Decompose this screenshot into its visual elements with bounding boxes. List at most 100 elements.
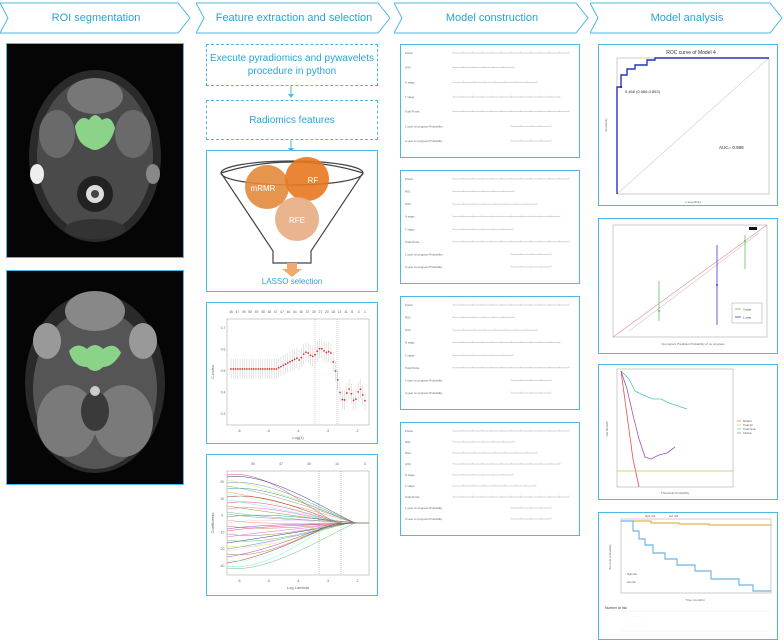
arrow-down-icon [288, 85, 294, 98]
dca-legend-item: Clinical [743, 431, 752, 435]
roc-title: ROC curve of Model 4 [666, 50, 716, 56]
cv-point [325, 351, 328, 354]
nomogram-row-label: T stage [405, 484, 415, 488]
x-tick-label: -2 [355, 429, 358, 433]
cv-point [320, 347, 323, 350]
cv-point [318, 347, 321, 350]
top-tick-label: 1 [364, 310, 366, 314]
top-tick-label: 13 [338, 310, 342, 314]
x-tick-label: -6 [267, 429, 270, 433]
coefficient-path [226, 485, 369, 524]
top-tick-label: 35 [312, 310, 316, 314]
top-tick-label: 37 [306, 310, 310, 314]
step-feature-extraction: Feature extraction and selection [196, 2, 392, 34]
roc-auc-label: AUC= 0.988 [719, 145, 744, 150]
funnel-diagram: mRMR RF RFE [220, 157, 364, 277]
y-tick-label: 0.5 [221, 369, 226, 373]
y-tick-label: 10 [220, 497, 224, 501]
cv-point [286, 362, 289, 364]
nomogram-row-label: GVA [405, 328, 411, 332]
nomogram: Points RS1 GVA N stage T stage Total Points 1-… [405, 177, 570, 269]
coefficient-path [226, 522, 369, 561]
arrow-down-icon [282, 263, 302, 277]
y-tick-label: 0.7 [221, 326, 226, 330]
dca-panel: Model4 Treat All Treat None Clinical Thr… [598, 364, 778, 500]
nomogram-row-label: 1-year no progress Probability [405, 378, 443, 382]
nomogram-row-label: N stage [405, 215, 415, 219]
dca-legend-item: Model4 [743, 419, 752, 423]
svg-text:· · · · · · · · · ·: · · · · · · · · · · [629, 624, 643, 627]
nomogram-row-label: N stage [405, 80, 415, 84]
nomogram-row-label: RS2 [405, 451, 411, 455]
cv-point [343, 399, 346, 401]
cv-point [311, 355, 314, 358]
cv-point [234, 368, 237, 370]
nomogram-row-label: RS2 [405, 316, 411, 320]
x-tick-label: -3 [326, 579, 329, 583]
dca-clinical-line [620, 370, 676, 460]
cv-point [348, 388, 351, 390]
mri-panel-bottom [6, 270, 184, 485]
mri-image-top [7, 44, 183, 257]
top-tick-label: 48 [261, 310, 265, 314]
nomogram: Points GVA N stage T stage Total Points 1-yea… [405, 51, 570, 143]
km-ylabel: Survival probability [608, 544, 612, 570]
coefficient-path [226, 522, 369, 567]
cv-point [241, 368, 244, 370]
coefficient-path [226, 513, 369, 524]
dca-ylabel: Net Benefit [605, 421, 609, 436]
step-label: Model analysis [650, 12, 724, 24]
cv-point [359, 388, 362, 391]
roi-tumor-mask [69, 345, 121, 371]
radiomics-features-box: Radiomics features [206, 100, 378, 140]
cv-point [323, 349, 326, 352]
venn-mrmr [245, 165, 289, 209]
x-tick-label: -8 [237, 579, 240, 583]
cv-point [280, 365, 282, 368]
nomogram-panel-2: Points RS1 GVA N stage T stage Total Points 1-… [400, 170, 580, 284]
km-risk-title: Number at risk [605, 606, 627, 610]
x-tick-label: -4 [296, 429, 299, 433]
roc-curve: ROC curve of Model 4 0.466 (0.986,0.853)… [604, 50, 770, 204]
cv-point [307, 352, 310, 354]
km-legend-item: high risk [627, 572, 637, 576]
cv-point [355, 398, 357, 401]
cv-point [357, 390, 360, 393]
lasso-cv-plot: 46 47 49 50 49 48 48 47 47 46 44 40 37 35 27 20 18 13 11 8 3… [210, 310, 370, 440]
cv-point [255, 368, 257, 370]
cv-point [330, 352, 332, 354]
dca-legend-item: Treat All [743, 423, 753, 427]
venn-rfe-label: RFE [289, 216, 305, 225]
top-tick-label: 49 [255, 310, 259, 314]
cv-point [298, 359, 301, 361]
x-tick-label: -2 [355, 579, 358, 583]
venn-mrmr-label: mRMR [251, 184, 276, 193]
cv-point [291, 359, 294, 362]
nomogram-row-label: 3-year no progress Probability [405, 391, 443, 395]
cv-point [332, 361, 335, 363]
nomogram-row-label: Total Points [405, 495, 420, 499]
feature-selection-panel: mRMR RF RFE LASSO selection [206, 150, 378, 292]
lasso-path-plot-panel: 50 47 35 14 3 -8 -6 -4 -3 -2 20 10 0 -10 -20 -40 Log Lam… [206, 454, 378, 596]
dca-legend-item: Treat None [743, 427, 756, 431]
roc-threshold-point [619, 85, 623, 89]
top-tick-label: 46 [287, 310, 291, 314]
step-label: ROI segmentation [51, 12, 141, 24]
km-xlabel: Time (months) [685, 598, 704, 602]
coefficient-path [226, 482, 369, 524]
cv-point [230, 368, 232, 370]
execute-text: Execute pyradiomics and pywavelets proce… [210, 53, 374, 77]
nomogram-row-label: Points [405, 303, 413, 307]
venn-rf-label: RF [308, 176, 319, 185]
calibration-ideal-line [612, 224, 768, 338]
nomogram-row-label: GVA [405, 462, 411, 466]
cv-point [300, 356, 303, 359]
coefficient-path [226, 493, 369, 524]
y-tick-label: 0.3 [221, 412, 226, 416]
roi-tumor-mask [75, 115, 115, 150]
nomogram-row-label: N stage [405, 341, 415, 345]
y-tick-label: 20 [220, 480, 224, 484]
coefficient-path [226, 522, 369, 530]
top-tick-label: 3 [364, 462, 366, 466]
step-model-analysis: Model analysis [590, 2, 784, 34]
